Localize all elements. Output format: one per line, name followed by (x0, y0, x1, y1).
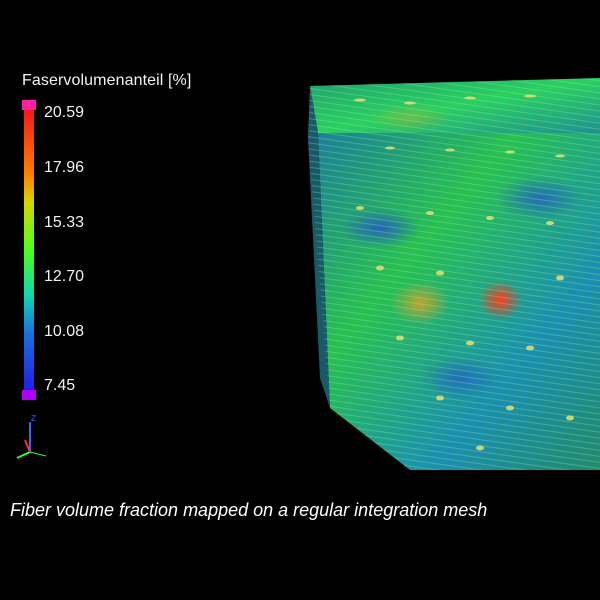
y-axis-line (16, 451, 31, 459)
colorbar-legend-title: Faservolumenanteil [%] (22, 72, 192, 89)
colorbar-tick-label: 15.33 (44, 214, 85, 231)
colorbar-tick-label: 12.70 (44, 268, 85, 285)
colorbar-tick-label: 20.59 (44, 104, 85, 121)
colorbar-tick-label: 17.96 (44, 159, 85, 176)
fiber-cross-sections (354, 94, 574, 451)
colorbar (22, 100, 40, 400)
x-axis-line-shadow (29, 451, 47, 457)
figure-caption: Fiber volume fraction mapped on a regula… (10, 500, 488, 520)
colorbar-tick-label: 7.45 (44, 377, 76, 394)
colorbar-max-cap (22, 100, 36, 110)
axis-triad-icon: Z (16, 414, 47, 459)
x-axis-line (24, 439, 31, 453)
colorbar-min-cap (22, 390, 36, 400)
colorbar-tick-label: 10.08 (44, 323, 85, 340)
fiber-texture (308, 78, 600, 470)
colorbar-gradient (24, 110, 34, 390)
z-axis-label: Z (31, 414, 36, 423)
fiber-volume-render (308, 78, 600, 470)
